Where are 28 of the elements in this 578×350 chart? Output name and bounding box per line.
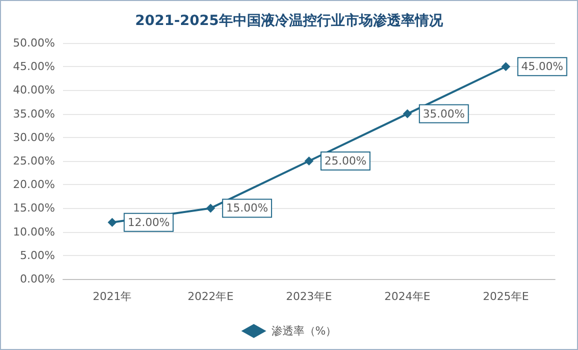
x-tick-label: 2023年E xyxy=(286,290,332,303)
x-tick-label: 2025年E xyxy=(482,290,529,303)
data-label: 15.00% xyxy=(226,202,268,215)
data-label: 45.00% xyxy=(521,60,564,74)
y-tick-label: 45.00% xyxy=(13,60,55,74)
point xyxy=(206,204,216,213)
y-tick-label: 30.00% xyxy=(13,130,55,144)
data-label: 25.00% xyxy=(324,154,366,168)
y-tick-label: 5.00% xyxy=(20,248,55,262)
y-tick-label: 35.00% xyxy=(13,107,55,120)
y-tick-label: 40.00% xyxy=(13,84,55,97)
data-label: 12.00% xyxy=(128,216,170,229)
legend-label: 渗透率（%） xyxy=(271,324,337,338)
x-tick-label: 2022年E xyxy=(188,290,234,303)
point xyxy=(402,109,412,118)
y-tick-label: 50.00% xyxy=(13,36,55,50)
y-tick-label: 20.00% xyxy=(13,178,55,192)
x-tick-label: 2024年E xyxy=(384,290,430,303)
y-tick-label: 15.00% xyxy=(13,202,55,215)
data-label: 35.00% xyxy=(422,107,465,120)
chart-title: 2021-2025年中国液冷温控行业市场渗透率情况 xyxy=(135,12,444,29)
point xyxy=(304,156,314,166)
y-tick-label: 25.00% xyxy=(13,154,55,168)
point xyxy=(501,62,510,72)
y-tick-label: 10.00% xyxy=(13,225,55,238)
y-tick-label: 0.00% xyxy=(20,272,55,286)
point xyxy=(108,218,117,227)
x-tick-label: 2021年 xyxy=(92,290,132,303)
